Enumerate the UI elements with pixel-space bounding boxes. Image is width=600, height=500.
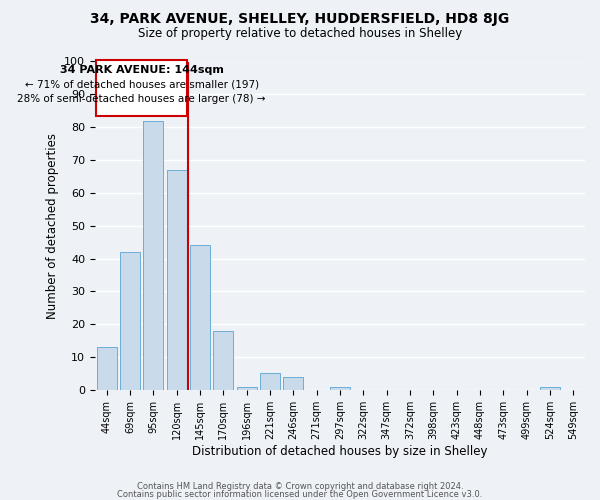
- Bar: [237, 386, 257, 390]
- Bar: [190, 246, 210, 390]
- FancyBboxPatch shape: [96, 60, 187, 116]
- Text: 34 PARK AVENUE: 144sqm: 34 PARK AVENUE: 144sqm: [59, 65, 224, 75]
- Bar: [283, 376, 303, 390]
- Bar: [540, 386, 560, 390]
- Bar: [120, 252, 140, 390]
- Text: ← 71% of detached houses are smaller (197): ← 71% of detached houses are smaller (19…: [25, 80, 259, 90]
- Text: Contains public sector information licensed under the Open Government Licence v3: Contains public sector information licen…: [118, 490, 482, 499]
- Bar: [330, 386, 350, 390]
- Y-axis label: Number of detached properties: Number of detached properties: [46, 132, 59, 318]
- Bar: [167, 170, 187, 390]
- Text: 28% of semi-detached houses are larger (78) →: 28% of semi-detached houses are larger (…: [17, 94, 266, 104]
- Bar: [260, 374, 280, 390]
- Bar: [214, 330, 233, 390]
- Text: Size of property relative to detached houses in Shelley: Size of property relative to detached ho…: [138, 28, 462, 40]
- Bar: [143, 120, 163, 390]
- Bar: [97, 347, 116, 390]
- X-axis label: Distribution of detached houses by size in Shelley: Distribution of detached houses by size …: [192, 444, 488, 458]
- Text: 34, PARK AVENUE, SHELLEY, HUDDERSFIELD, HD8 8JG: 34, PARK AVENUE, SHELLEY, HUDDERSFIELD, …: [91, 12, 509, 26]
- Text: Contains HM Land Registry data © Crown copyright and database right 2024.: Contains HM Land Registry data © Crown c…: [137, 482, 463, 491]
